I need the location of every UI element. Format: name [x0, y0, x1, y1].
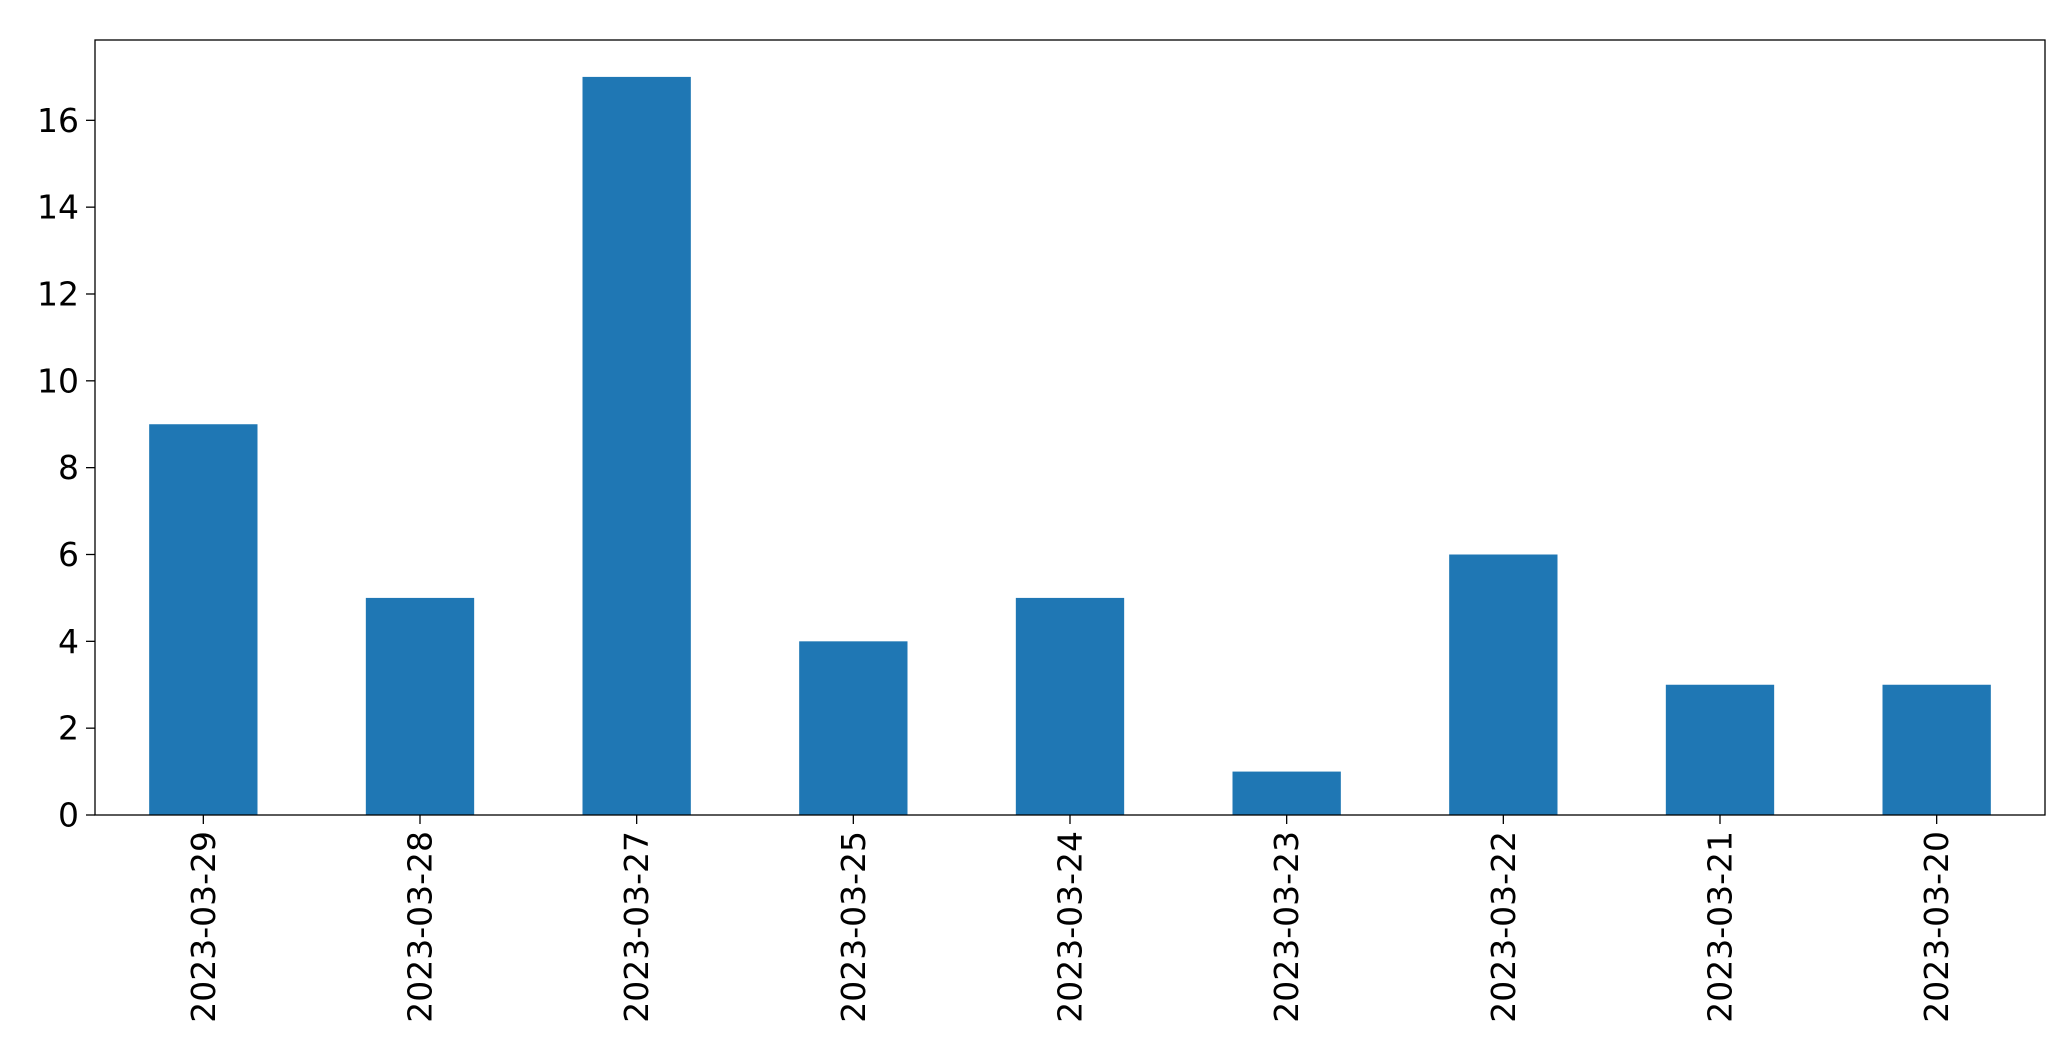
- bar-2023-03-23: [1232, 771, 1341, 815]
- y-tick-label-16: 16: [37, 101, 79, 140]
- x-tick-label-2023-03-22: 2023-03-22: [1484, 831, 1523, 1023]
- bar-2023-03-27: [582, 76, 691, 815]
- plot-frame: [94, 39, 2046, 816]
- y-tick-label-10: 10: [37, 361, 79, 400]
- bar-2023-03-22: [1449, 554, 1558, 815]
- bar-2023-03-25: [799, 641, 908, 815]
- x-tick-label-2023-03-29: 2023-03-29: [184, 831, 223, 1023]
- bar-2023-03-21: [1665, 684, 1775, 815]
- bar-2023-03-24: [1015, 597, 1125, 815]
- x-tick-label-2023-03-24: 2023-03-24: [1051, 831, 1090, 1023]
- x-tick-label-2023-03-25: 2023-03-25: [834, 831, 873, 1023]
- y-tick-label-4: 4: [58, 622, 79, 661]
- y-tick-label-2: 2: [58, 709, 79, 748]
- bar-2023-03-28: [365, 597, 475, 815]
- bars-group: [149, 76, 1991, 815]
- bar-2023-03-29: [149, 424, 258, 815]
- x-tick-label-2023-03-20: 2023-03-20: [1917, 831, 1956, 1023]
- bar-2023-03-20: [1882, 684, 1991, 815]
- x-tick-label-2023-03-28: 2023-03-28: [401, 831, 440, 1023]
- x-tick-label-2023-03-27: 2023-03-27: [617, 831, 656, 1023]
- y-tick-label-0: 0: [58, 796, 79, 835]
- x-tick-label-2023-03-23: 2023-03-23: [1267, 831, 1306, 1023]
- y-axis: 0 2 4 6 8 10 12 14 16: [37, 101, 95, 835]
- y-tick-label-8: 8: [58, 448, 79, 487]
- y-tick-label-14: 14: [37, 188, 79, 227]
- y-tick-label-6: 6: [58, 535, 79, 574]
- y-tick-label-12: 12: [37, 274, 79, 313]
- x-axis: 2023-03-29 2023-03-28 2023-03-27 2023-03-25…: [184, 815, 1956, 1023]
- x-tick-label-2023-03-21: 2023-03-21: [1701, 831, 1740, 1023]
